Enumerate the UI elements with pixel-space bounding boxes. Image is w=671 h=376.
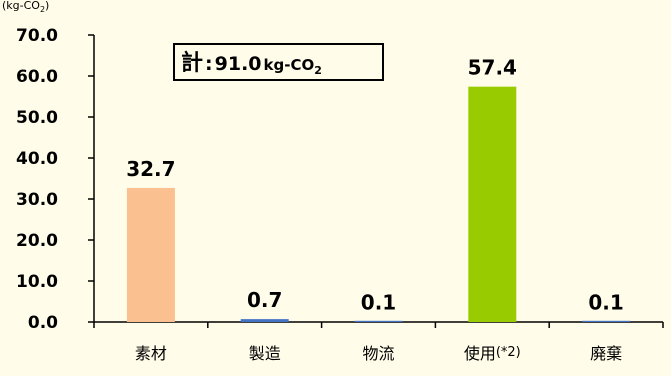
- total-unit-subscript: 2: [314, 64, 322, 77]
- category-label: 素材: [135, 344, 167, 363]
- data-label: 0.7: [247, 288, 282, 312]
- data-label: 0.1: [588, 291, 623, 315]
- unit-label-subscript: 2: [40, 5, 45, 14]
- bar: [126, 187, 175, 322]
- data-label: 0.1: [361, 291, 396, 315]
- category-label: 使用(*2): [464, 344, 521, 363]
- y-tick-label: 70.0: [16, 26, 58, 46]
- y-tick-label: 0.0: [28, 313, 58, 333]
- data-label: 57.4: [468, 56, 517, 80]
- total-colon: :: [205, 53, 213, 75]
- bar: [240, 319, 289, 322]
- total-text: 計:91.0 kg-CO2: [181, 50, 322, 77]
- unit-label: (kg-CO2): [2, 0, 49, 14]
- unit-label-end: ): [45, 0, 49, 12]
- total-value: 91.0: [215, 53, 262, 75]
- y-axis: 0.0 10.0 20.0 30.0 40.0 50.0 60.0 70.0: [16, 26, 95, 333]
- total-box: 計:91.0 kg-CO2: [173, 43, 384, 81]
- bar: [468, 86, 517, 322]
- y-tick-label: 30.0: [16, 190, 58, 210]
- total-unit: kg-CO: [264, 56, 315, 74]
- category-label: 物流: [362, 344, 394, 363]
- total-box-border: [173, 43, 384, 81]
- data-label: 32.7: [126, 157, 175, 181]
- bars: [126, 86, 631, 322]
- category-label: 製造: [249, 344, 281, 363]
- y-tick-label: 20.0: [16, 231, 58, 251]
- x-axis: [93, 321, 664, 328]
- category-label: 廃棄: [590, 344, 622, 363]
- unit-label-text: (kg-CO: [2, 0, 40, 12]
- y-tick-label: 50.0: [16, 108, 58, 128]
- bar: [354, 320, 403, 322]
- category-labels: 素材 製造 物流 使用(*2) 廃棄: [135, 344, 622, 363]
- total-prefix: 計: [181, 50, 203, 76]
- y-tick-label: 40.0: [16, 149, 58, 169]
- bar: [582, 320, 631, 322]
- y-tick-label: 10.0: [16, 272, 58, 292]
- y-tick-label: 60.0: [16, 67, 58, 87]
- data-labels: 32.7 0.7 0.1 57.4 0.1: [126, 56, 624, 315]
